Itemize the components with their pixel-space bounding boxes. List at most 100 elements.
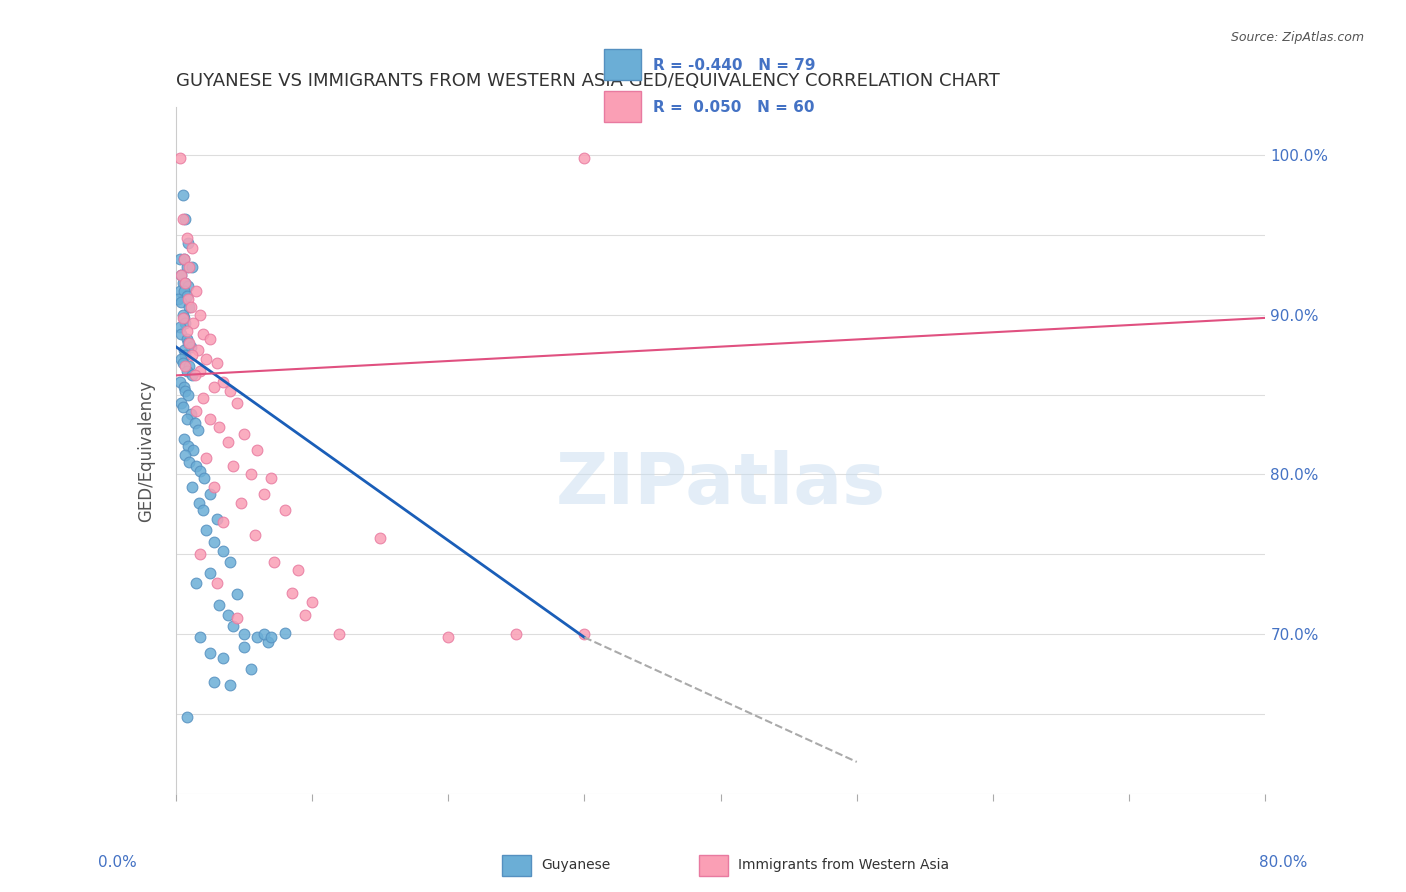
Point — [179, 336, 201, 351]
Point — [184, 417, 207, 431]
Point — [222, 459, 245, 474]
Point — [176, 332, 198, 346]
Point — [173, 284, 195, 298]
Point — [176, 260, 198, 274]
Point — [170, 294, 193, 309]
Point — [226, 611, 249, 625]
Point — [172, 211, 194, 226]
Point — [188, 631, 211, 645]
Point — [191, 502, 214, 516]
Text: Immigrants from Western Asia: Immigrants from Western Asia — [738, 858, 949, 872]
Point — [176, 231, 198, 245]
Point — [219, 678, 242, 692]
Point — [173, 343, 195, 357]
Point — [205, 576, 228, 591]
Point — [174, 276, 197, 290]
Point — [177, 235, 200, 250]
Point — [169, 252, 191, 266]
Point — [176, 363, 198, 377]
Point — [226, 587, 249, 601]
FancyBboxPatch shape — [699, 855, 728, 876]
Y-axis label: GED/Equivalency: GED/Equivalency — [136, 379, 155, 522]
Point — [280, 585, 302, 599]
Point — [198, 646, 221, 660]
Text: 80.0%: 80.0% — [1260, 855, 1308, 870]
Point — [173, 432, 195, 446]
Point — [202, 675, 225, 690]
Point — [180, 340, 202, 354]
Point — [172, 276, 194, 290]
Point — [186, 576, 208, 591]
Point — [231, 496, 253, 510]
Point — [226, 395, 249, 409]
Text: ZIPatlas: ZIPatlas — [555, 450, 886, 519]
Point — [183, 316, 205, 330]
FancyBboxPatch shape — [603, 91, 641, 122]
Point — [263, 555, 285, 569]
Point — [328, 627, 350, 641]
Point — [169, 375, 191, 389]
Point — [174, 384, 197, 399]
Point — [186, 284, 208, 298]
Point — [232, 427, 254, 442]
Point — [260, 631, 283, 645]
Point — [177, 292, 200, 306]
Point — [232, 627, 254, 641]
Point — [437, 631, 460, 645]
Point — [574, 151, 596, 165]
Point — [202, 480, 225, 494]
Text: GUYANESE VS IMMIGRANTS FROM WESTERN ASIA GED/EQUIVALENCY CORRELATION CHART: GUYANESE VS IMMIGRANTS FROM WESTERN ASIA… — [176, 72, 1000, 90]
Point — [170, 352, 193, 367]
Text: R =  0.050   N = 60: R = 0.050 N = 60 — [654, 100, 814, 114]
Point — [179, 455, 201, 469]
Point — [181, 241, 204, 255]
Point — [174, 276, 197, 290]
Point — [246, 443, 269, 458]
Point — [173, 379, 195, 393]
Point — [172, 310, 194, 325]
Text: Guyanese: Guyanese — [541, 858, 610, 872]
Point — [191, 326, 214, 341]
Point — [219, 555, 242, 569]
Point — [180, 407, 202, 421]
Point — [188, 363, 211, 377]
Point — [186, 459, 208, 474]
Point — [181, 348, 204, 362]
Point — [260, 470, 283, 484]
Point — [217, 435, 239, 450]
Point — [180, 300, 202, 314]
Point — [177, 279, 200, 293]
Point — [188, 547, 211, 561]
Point — [170, 326, 193, 341]
Point — [176, 411, 198, 425]
Point — [186, 403, 208, 417]
Point — [222, 619, 245, 633]
Point — [198, 332, 221, 346]
Point — [243, 528, 266, 542]
Point — [177, 336, 200, 351]
Point — [193, 470, 215, 484]
Point — [194, 524, 217, 538]
Point — [212, 544, 235, 558]
Point — [188, 464, 211, 478]
Point — [212, 516, 235, 530]
FancyBboxPatch shape — [603, 49, 641, 80]
Point — [253, 627, 276, 641]
Text: R = -0.440   N = 79: R = -0.440 N = 79 — [654, 58, 815, 72]
Point — [169, 320, 191, 334]
Point — [239, 467, 262, 482]
Text: Source: ZipAtlas.com: Source: ZipAtlas.com — [1230, 31, 1364, 45]
Point — [183, 443, 205, 458]
FancyBboxPatch shape — [502, 855, 531, 876]
Point — [186, 343, 209, 357]
Point — [205, 356, 228, 370]
Point — [294, 607, 316, 622]
Point — [217, 607, 239, 622]
Point — [174, 316, 197, 330]
Point — [181, 480, 204, 494]
Point — [177, 387, 200, 401]
Point — [169, 151, 191, 165]
Point — [274, 502, 297, 516]
Point — [173, 252, 195, 266]
Point — [187, 496, 209, 510]
